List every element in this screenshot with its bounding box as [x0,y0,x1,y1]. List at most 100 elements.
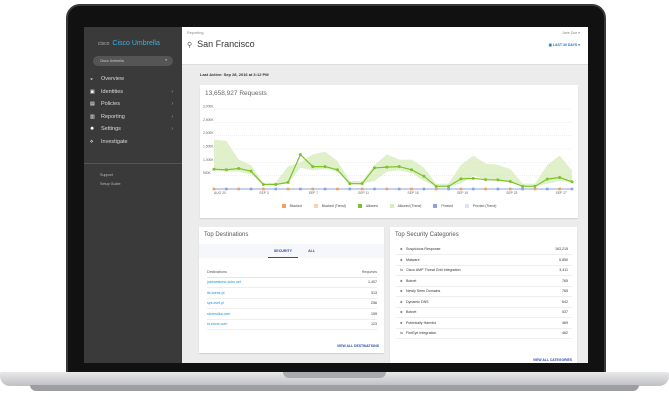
category-name: Botnet [406,307,533,318]
list-item[interactable]: ⬥ Suspicious Response 163,215 [396,244,572,255]
chart-legend: Blocked Blocked (Trend) Allowed Allowed (Tr… [200,204,578,209]
header: Reporting ⚲ San Francisco Jane Doe ▾ ▣ LA… [182,27,588,65]
integration-icon: ⇆ [396,265,406,276]
legend-label: Allowed [365,204,378,208]
legend-item[interactable]: Proxied [433,204,453,209]
legend-swatch [464,204,469,209]
allowed-point [533,184,537,188]
destination-link[interactable]: sys.zsef.pl [207,301,224,306]
destination-link[interactable]: justmestone.dchs.net [207,280,241,285]
blocked-proxied-point [508,187,512,191]
list-item[interactable]: ⬥ Botnet 537 [396,307,572,318]
blocked-proxied-point [348,187,352,191]
sidebar-item-investigate[interactable]: ⟡ Investigate [84,136,182,149]
breadcrumb[interactable]: Reporting [187,31,204,35]
allowed-point [249,169,253,173]
user-menu[interactable]: Jane Doe ▾ [562,31,580,35]
report-icon: ▥ [90,113,95,120]
request-count: 313 [324,287,377,299]
category-name: Cisco AMP Threat Grid Integration [406,265,533,276]
y-tick-label: 3,000K [203,105,214,109]
list-item[interactable]: ⬥ Newly Seen Domains 765 [396,286,572,297]
allowed-point [484,178,488,182]
integration-icon: ⇆ [396,328,406,339]
allowed-line [213,153,573,187]
blocked-proxied-point [447,187,450,191]
legend-item[interactable]: Allowed (Trend) [389,204,421,209]
request-count: 1,407 [324,277,377,288]
blocked-proxied-point [459,187,463,191]
sidebar-item-reporting[interactable]: ▥ Reporting › [84,111,182,124]
allowed-point [212,167,216,171]
sidebar-item-identities[interactable]: ▣ Identities › [84,86,182,99]
tab-security[interactable]: SECURITY [267,244,299,258]
policy-icon: ▤ [90,101,95,108]
category-name: Dynamic DNS [406,296,533,308]
allowed-point [348,182,352,186]
sidebar-item-label: Policies [101,101,120,108]
legend-item[interactable]: Proxied (Trend) [464,204,496,209]
x-tick-label: SEP 15 [408,191,419,195]
sidebar-item-policies[interactable]: ▤ Policies › [84,98,182,111]
destination-link[interactable]: stormolka.com [207,311,231,316]
blocked-proxied-point [249,187,253,191]
category-name: Newly Seen Domains [406,286,533,297]
org-selector[interactable]: Cisco Umbrella ▾ [93,56,173,66]
page-title-text: San Francisco [197,39,255,49]
category-count: 163,215 [532,244,572,255]
legend-label: Blocked (Trend) [321,204,346,208]
date-range-selector[interactable]: ▣ LAST 30 DAYS ▾ [549,43,580,47]
allowed-point [274,182,278,186]
tag-icon: ⬥ [396,296,406,308]
list-item[interactable]: ⬥ Dynamic DNS 642 [396,296,572,308]
allowed-point [422,174,426,178]
sidebar-item-label: Investigate [101,138,128,145]
list-item[interactable]: ⇆ Cisco AMP Threat Grid Integration 3,411 [396,265,572,276]
list-item[interactable]: ⇆ FireEye Integration 462 [396,328,572,339]
allowed-point [558,176,562,180]
destination-link[interactable]: st.ztone.com [207,322,228,327]
laptop-base [0,372,669,386]
chevron-right-icon: › [171,113,173,120]
setup-guide-link[interactable]: Setup Guide [100,182,121,186]
blocked-proxied-point [323,187,327,191]
legend-item[interactable]: Blocked (Trend) [313,204,346,209]
blocked-proxied-point [237,187,240,191]
category-count: 765 [532,286,572,297]
blocked-proxied-point [336,187,339,191]
category-count: 642 [532,296,572,308]
table-row: sys.zsef.pl 256 [207,298,377,309]
list-item[interactable]: ⬥ Malware 5,850 [396,254,572,266]
table-row: justmestone.dchs.net 1,407 [207,277,377,288]
x-tick-label: SEP 3 [259,191,268,195]
allowed-point [237,166,241,170]
list-item[interactable]: ⬥ Potentially Harmful 469 [396,317,572,329]
request-count: 159 [324,308,377,320]
blocked-proxied-point [410,187,413,191]
blocked-proxied-point [385,187,389,191]
sidebar-item-settings[interactable]: ✹ Settings › [84,123,182,136]
caret-down-icon: ▾ [165,58,167,62]
category-name: Botnet [406,275,533,287]
sidebar-nav: ◒ Overview ▣ Identities › ▤ Policies › ▥ Reportin… [84,73,182,148]
x-tick-label: SEP 19 [457,191,468,195]
destination-link[interactable]: its.brenz.pl [207,290,225,295]
allowed-point [570,180,574,184]
tab-all[interactable]: ALL [308,249,316,253]
blocked-proxied-point [225,187,228,191]
list-item[interactable]: ⬥ Botnet 765 [396,275,572,287]
view-all-destinations-link[interactable]: VIEW ALL DESTINATIONS [337,344,379,348]
category-name: Suspicious Response [406,244,533,255]
sidebar-item-overview[interactable]: ◒ Overview [84,73,182,86]
destinations-table: Destinations Requests justmestone.dchs.ne… [207,267,377,330]
legend-item[interactable]: Allowed [357,204,378,209]
category-name: FireEye Integration [406,328,533,339]
x-tick-label: AUG 30 [214,191,226,195]
support-link[interactable]: Support [100,173,113,177]
legend-item[interactable]: Blocked [281,204,302,209]
category-count: 3,411 [532,265,572,276]
allowed-point [434,184,438,188]
view-all-categories-link[interactable]: VIEW ALL CATEGORIES [532,358,572,362]
tag-icon: ⬥ [396,275,406,287]
blocked-proxied-point [286,187,290,191]
